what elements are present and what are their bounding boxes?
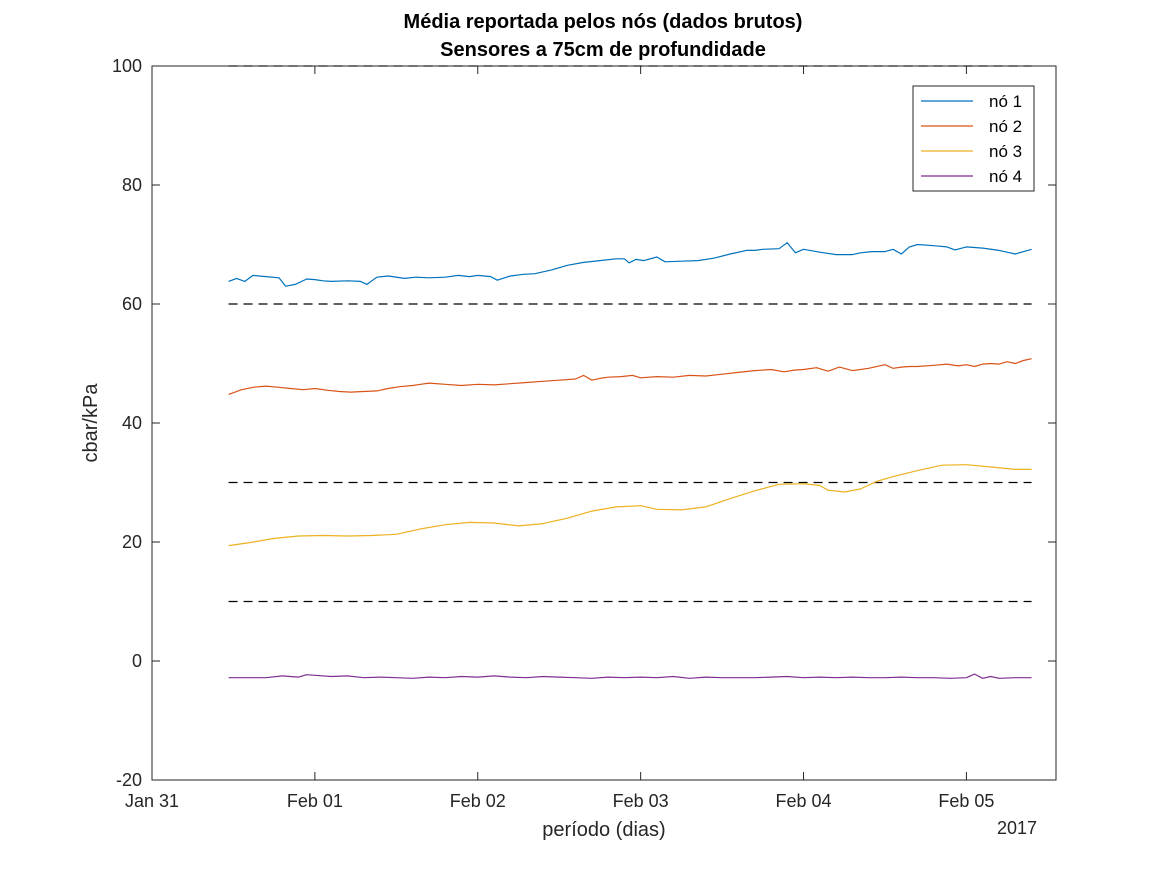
legend-box	[912, 85, 1035, 192]
chart-title-line-2: Sensores a 75cm de profundidade	[440, 39, 766, 61]
legend-label-2: nó 2	[989, 117, 1022, 136]
x-tick-label: Jan 31	[125, 791, 179, 811]
x-tick-label: Feb 03	[613, 791, 669, 811]
series-line-4	[228, 673, 1032, 679]
x-tick-label: Feb 01	[287, 791, 343, 811]
series-line-2	[228, 358, 1032, 395]
y-axis: -20 0 20 40 60 80 100	[112, 56, 1056, 790]
y-tick-label: 40	[122, 413, 142, 433]
chart-title-line-1: Média reportada pelos nós (dados brutos)	[404, 11, 803, 33]
series-line-3	[228, 464, 1032, 547]
legend-label-1: nó 1	[989, 92, 1022, 111]
y-tick-label: 60	[122, 294, 142, 314]
legend-label-4: nó 4	[989, 167, 1022, 186]
x-tick-label: Feb 02	[450, 791, 506, 811]
y-tick-label: -20	[116, 770, 142, 790]
y-axis-label: cbar/kPa	[80, 383, 102, 463]
series-layer	[228, 242, 1032, 679]
series-line-1	[228, 242, 1032, 287]
x-axis-label: período (dias)	[542, 819, 665, 841]
y-tick-label: 0	[132, 651, 142, 671]
x-axis: Jan 31 Feb 01 Feb 02 Feb 03 Feb 04 Feb 05	[125, 66, 994, 811]
y-tick-label: 80	[122, 175, 142, 195]
x-tick-label: Feb 04	[776, 791, 832, 811]
x-tick-label: Feb 05	[938, 791, 994, 811]
y-tick-label: 20	[122, 532, 142, 552]
legend: nó 1 nó 2 nó 3 nó 4	[912, 85, 1035, 192]
y-tick-label: 100	[112, 56, 142, 76]
legend-label-3: nó 3	[989, 142, 1022, 161]
x-axis-year-label: 2017	[997, 818, 1037, 838]
